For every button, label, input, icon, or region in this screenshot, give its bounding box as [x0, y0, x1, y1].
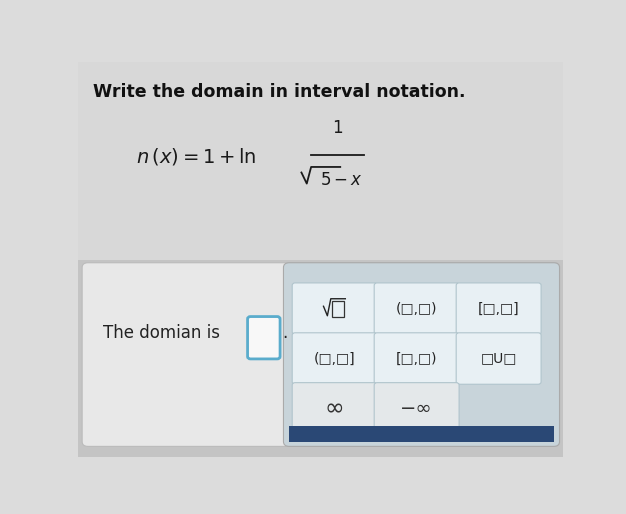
FancyBboxPatch shape	[82, 263, 560, 446]
Text: [□,□): [□,□)	[396, 352, 438, 365]
Text: The domian is: The domian is	[103, 324, 220, 342]
FancyBboxPatch shape	[292, 333, 377, 384]
Text: [□,□]: [□,□]	[478, 302, 520, 316]
FancyBboxPatch shape	[374, 382, 459, 434]
FancyBboxPatch shape	[78, 260, 563, 457]
Text: $n\,(x)=1+\ln$: $n\,(x)=1+\ln$	[136, 146, 257, 167]
Text: (□,□]: (□,□]	[314, 352, 356, 365]
FancyBboxPatch shape	[78, 62, 563, 267]
Text: Write the domain in interval notation.: Write the domain in interval notation.	[93, 83, 465, 101]
FancyBboxPatch shape	[374, 283, 459, 335]
FancyBboxPatch shape	[289, 426, 553, 442]
FancyBboxPatch shape	[292, 283, 377, 335]
FancyBboxPatch shape	[292, 382, 377, 434]
Text: ∞: ∞	[325, 396, 344, 420]
Text: .: .	[282, 324, 287, 342]
FancyBboxPatch shape	[247, 317, 280, 359]
FancyBboxPatch shape	[284, 263, 560, 446]
Text: −∞: −∞	[401, 399, 433, 418]
FancyBboxPatch shape	[456, 283, 541, 335]
Text: □U□: □U□	[480, 352, 517, 365]
FancyBboxPatch shape	[374, 333, 459, 384]
Text: 1: 1	[332, 119, 343, 137]
FancyBboxPatch shape	[456, 333, 541, 384]
Text: (□,□): (□,□)	[396, 302, 438, 316]
Text: $5-x$: $5-x$	[321, 171, 363, 189]
